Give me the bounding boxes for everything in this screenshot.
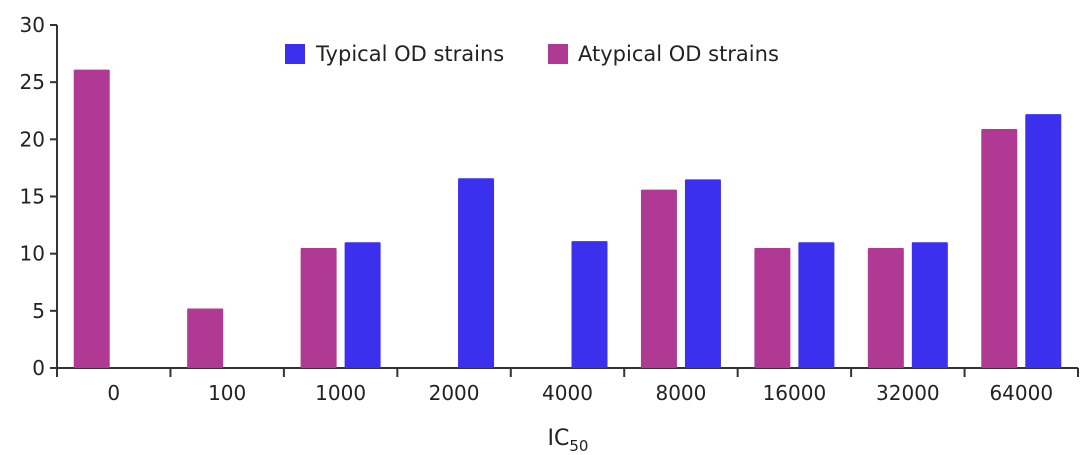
bar-typical-od-strains-64000	[1025, 114, 1062, 369]
x-tick-label: 100	[208, 381, 246, 405]
bar-atypical-od-strains-32000	[867, 247, 904, 368]
legend-swatch-typical-od-strains	[285, 44, 305, 64]
y-tick-label: 0	[32, 356, 45, 380]
legend: Typical OD strains Atypical OD strains	[285, 42, 779, 66]
y-tick-label: 25	[20, 70, 45, 94]
bar-typical-od-strains-1000	[344, 242, 381, 368]
bar-typical-od-strains-8000	[684, 179, 721, 368]
x-tick-label: 16000	[763, 381, 827, 405]
bar-atypical-od-strains-64000	[981, 129, 1018, 368]
x-axis-title: IC50	[548, 426, 589, 455]
legend-label-typical-od-strains: Typical OD strains	[315, 42, 504, 66]
bar-typical-od-strains-32000	[911, 242, 948, 368]
y-tick-label: 5	[32, 299, 45, 323]
bar-typical-od-strains-4000	[571, 241, 608, 368]
bar-atypical-od-strains-100	[187, 308, 224, 368]
y-tick-label: 15	[20, 185, 45, 209]
bar-atypical-od-strains-8000	[640, 189, 677, 368]
y-tick-label: 30	[20, 13, 45, 37]
bar-typical-od-strains-16000	[798, 242, 835, 368]
x-tick-label: 0	[107, 381, 120, 405]
x-tick-label: 32000	[876, 381, 940, 405]
x-tick-label: 2000	[429, 381, 480, 405]
x-axis-title-subscript: 50	[569, 437, 588, 455]
legend-swatch-atypical-od-strains	[548, 44, 568, 64]
x-axis: 0 100 1000 2000 4000 8000 16000 32000 64000	[56, 367, 1079, 405]
x-axis-title-main: IC	[548, 426, 570, 451]
bar-typical-od-strains-2000	[458, 178, 495, 368]
y-axis: 0 5 10 15 20 25 30	[20, 13, 58, 380]
bar-atypical-od-strains-1000	[300, 247, 337, 368]
x-tick-label: 1000	[315, 381, 366, 405]
bar-atypical-od-strains-16000	[754, 247, 791, 368]
x-tick-label: 8000	[655, 381, 706, 405]
legend-label-atypical-od-strains: Atypical OD strains	[578, 42, 779, 66]
bar-atypical-od-strains-0	[73, 69, 110, 368]
bars	[73, 69, 1062, 369]
y-tick-label: 20	[20, 127, 45, 151]
x-tick-label: 64000	[989, 381, 1053, 405]
y-tick-label: 10	[20, 242, 45, 266]
x-tick-label: 4000	[542, 381, 593, 405]
